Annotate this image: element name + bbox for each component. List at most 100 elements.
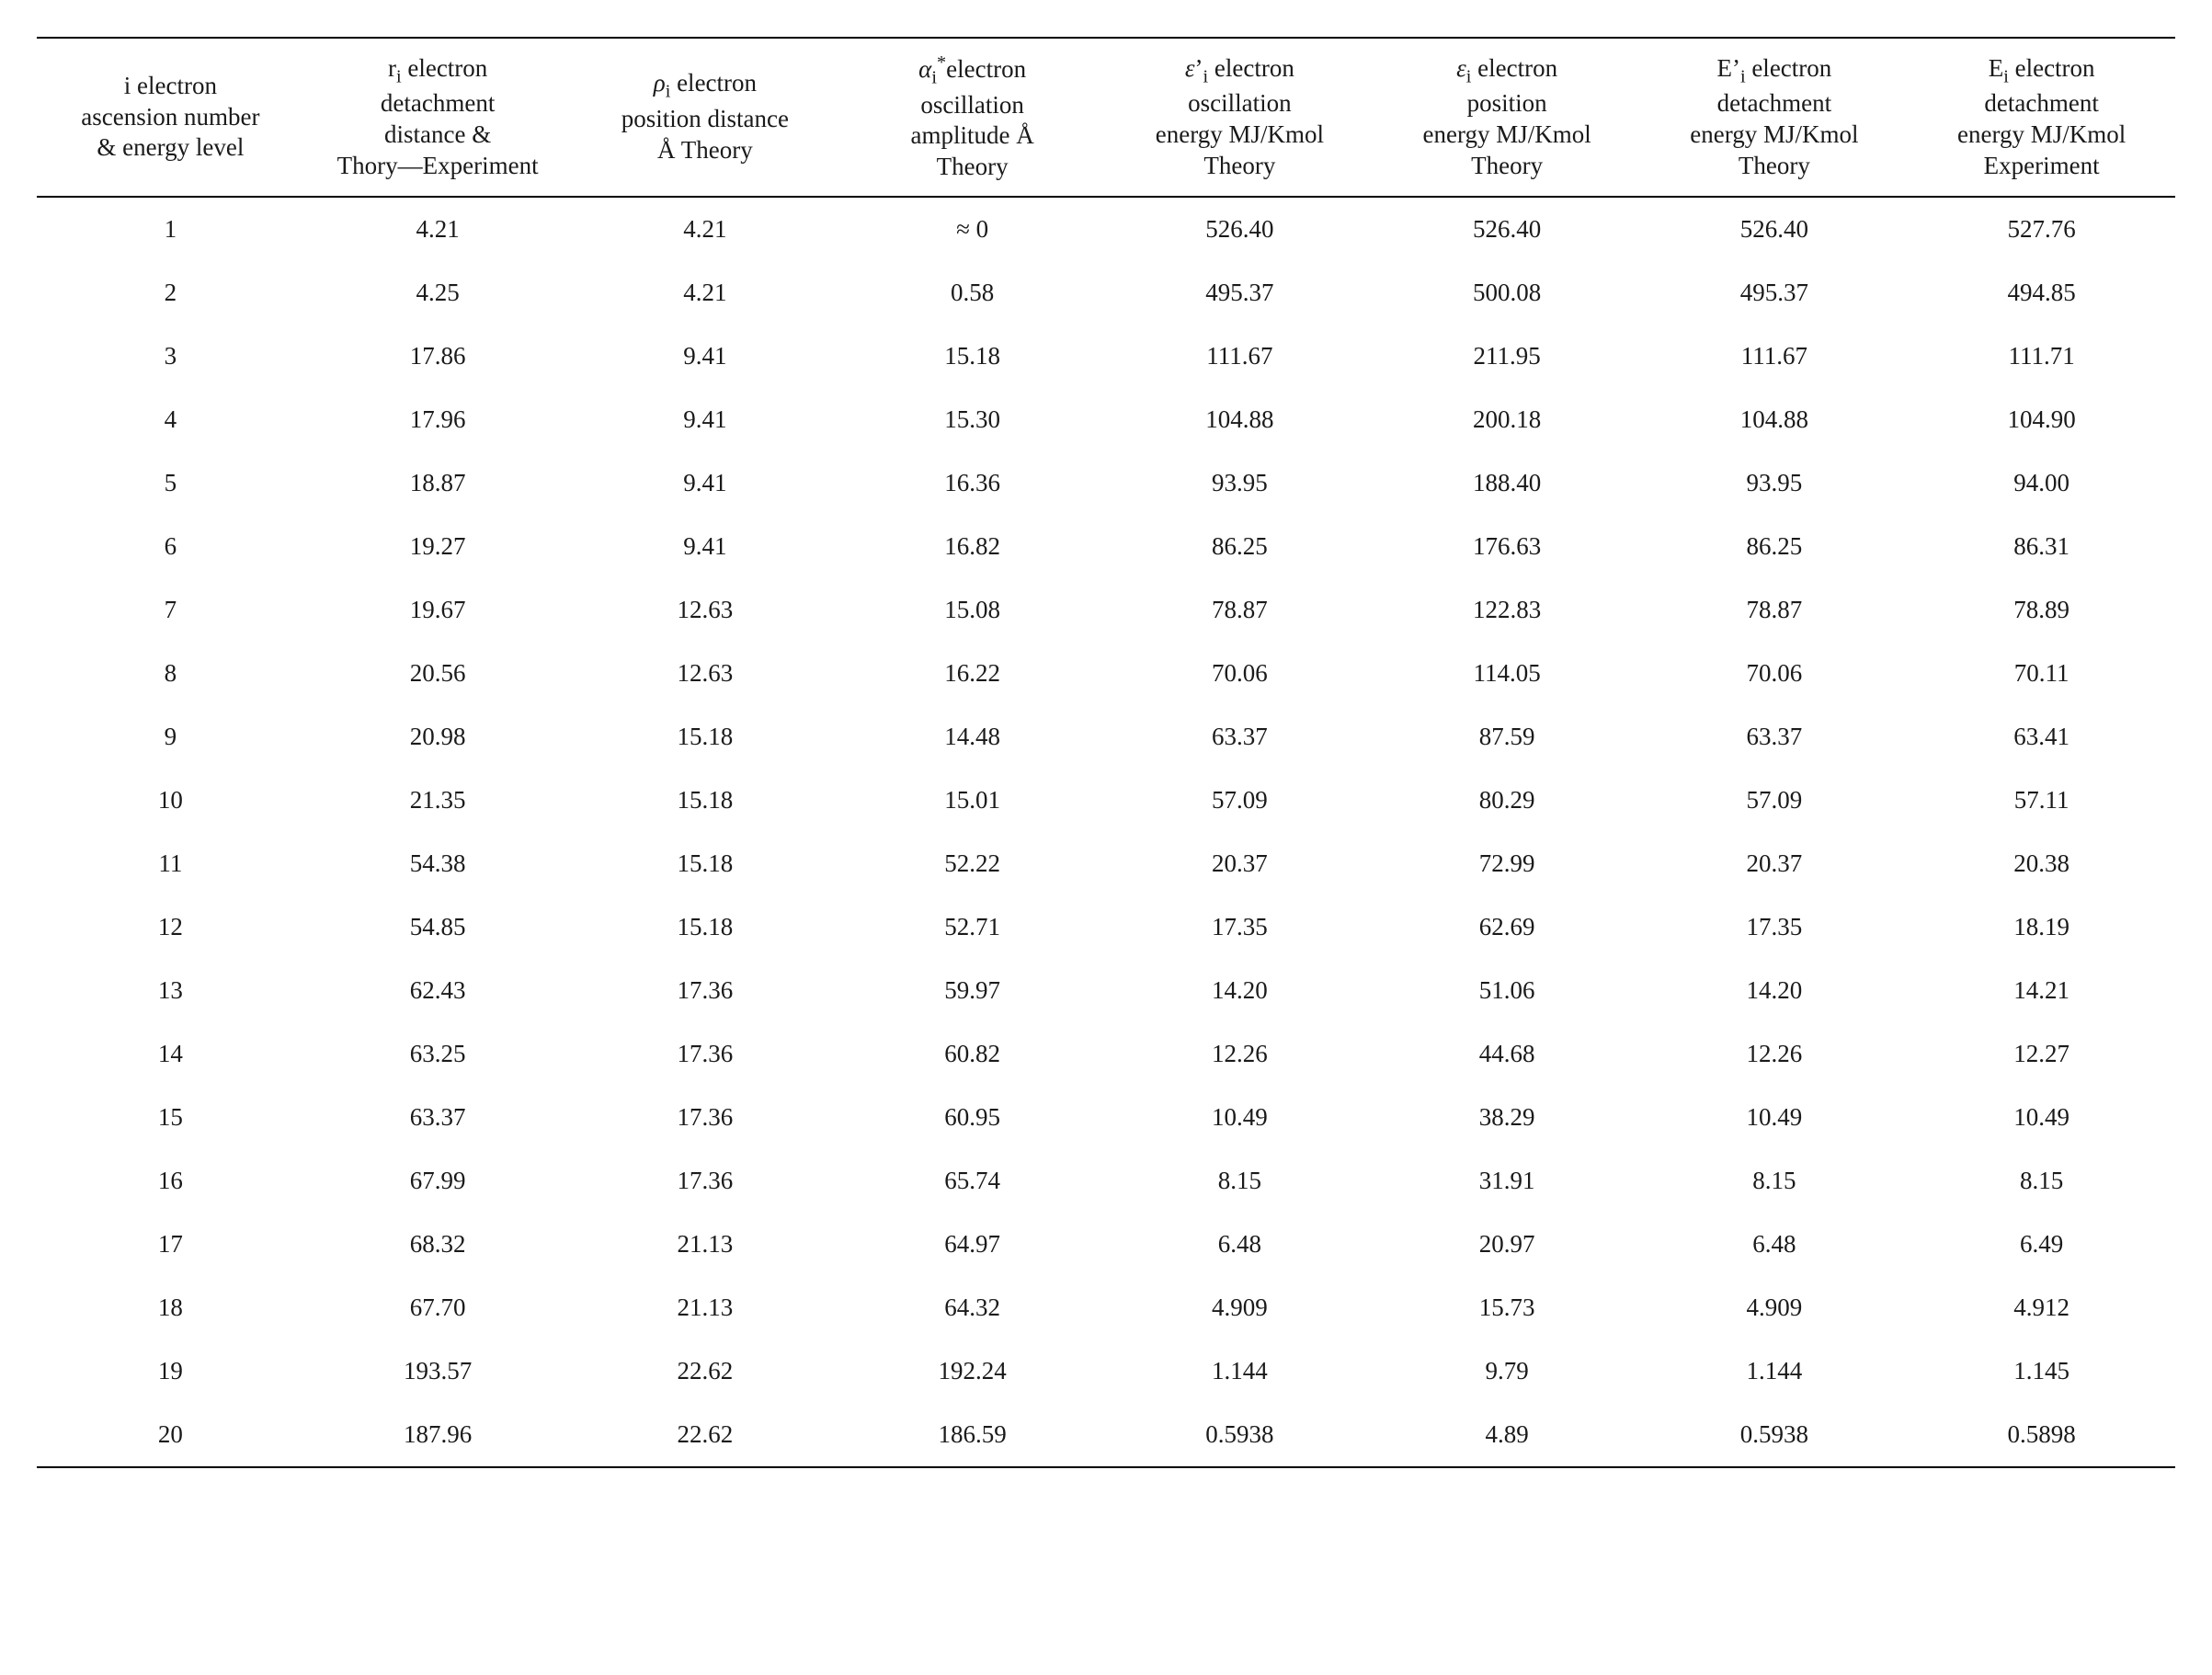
table-cell: 65.74 (838, 1149, 1106, 1213)
table-cell: 22.62 (572, 1339, 839, 1403)
table-row: 1021.3515.1815.0157.0980.2957.0957.11 (37, 769, 2175, 832)
table-row: 1463.2517.3660.8212.2644.6812.2612.27 (37, 1022, 2175, 1086)
table-cell: 4.909 (1641, 1276, 1909, 1339)
table-cell: 15.73 (1374, 1276, 1641, 1339)
table-cell: 64.97 (838, 1213, 1106, 1276)
table-cell: 111.71 (1908, 325, 2175, 388)
table-cell: 20.37 (1106, 832, 1374, 895)
table-cell: 17.36 (572, 1086, 839, 1149)
table-cell: 10.49 (1641, 1086, 1909, 1149)
table-cell: 62.69 (1374, 895, 1641, 959)
table-cell: 8 (37, 642, 304, 705)
table-cell: 94.00 (1908, 451, 2175, 515)
table-cell: 20.38 (1908, 832, 2175, 895)
table-cell: 15.30 (838, 388, 1106, 451)
table-cell: 14.48 (838, 705, 1106, 769)
table-row: 518.879.4116.3693.95188.4093.9594.00 (37, 451, 2175, 515)
table-cell: 0.5938 (1106, 1403, 1374, 1467)
table-cell: 495.37 (1641, 261, 1909, 325)
table-cell: 16.82 (838, 515, 1106, 578)
table-cell: 20.98 (304, 705, 572, 769)
table-cell: 494.85 (1908, 261, 2175, 325)
table-row: 719.6712.6315.0878.87122.8378.8778.89 (37, 578, 2175, 642)
table-cell: 15.18 (572, 895, 839, 959)
table-cell: 31.91 (1374, 1149, 1641, 1213)
table-cell: 8.15 (1641, 1149, 1909, 1213)
table-row: 1667.9917.3665.748.1531.918.158.15 (37, 1149, 2175, 1213)
table-cell: 211.95 (1374, 325, 1641, 388)
table-cell: 54.85 (304, 895, 572, 959)
table-cell: 2 (37, 261, 304, 325)
table-cell: 86.25 (1641, 515, 1909, 578)
table-cell: 86.25 (1106, 515, 1374, 578)
table-cell: 8.15 (1908, 1149, 2175, 1213)
table-cell: 16.22 (838, 642, 1106, 705)
table-cell: 17.35 (1106, 895, 1374, 959)
table-cell: 21.35 (304, 769, 572, 832)
table-cell: 3 (37, 325, 304, 388)
table-cell: 93.95 (1106, 451, 1374, 515)
table-cell: 15.08 (838, 578, 1106, 642)
table-cell: 54.38 (304, 832, 572, 895)
table-cell: 0.5898 (1908, 1403, 2175, 1467)
table-cell: 6 (37, 515, 304, 578)
table-cell: 93.95 (1641, 451, 1909, 515)
table-cell: 6.48 (1106, 1213, 1374, 1276)
table-cell: 15.18 (572, 769, 839, 832)
table-cell: 1.145 (1908, 1339, 2175, 1403)
table-cell: 0.58 (838, 261, 1106, 325)
table-cell: 17.96 (304, 388, 572, 451)
table-cell: 67.70 (304, 1276, 572, 1339)
table-cell: 17.86 (304, 325, 572, 388)
table-cell: 57.09 (1641, 769, 1909, 832)
table-cell: 6.49 (1908, 1213, 2175, 1276)
table-row: 20187.9622.62186.590.59384.890.59380.589… (37, 1403, 2175, 1467)
table-cell: 57.11 (1908, 769, 2175, 832)
table-cell: 104.88 (1106, 388, 1374, 451)
table-cell: 111.67 (1641, 325, 1909, 388)
table-cell: 4.21 (572, 261, 839, 325)
table-cell: 14.21 (1908, 959, 2175, 1022)
table-cell: 4.25 (304, 261, 572, 325)
table-cell: 526.40 (1106, 197, 1374, 261)
table-cell: 60.95 (838, 1086, 1106, 1149)
table-cell: 14 (37, 1022, 304, 1086)
table-cell: 9.41 (572, 325, 839, 388)
table-cell: 14.20 (1641, 959, 1909, 1022)
table-cell: 17.35 (1641, 895, 1909, 959)
table-cell: 15.01 (838, 769, 1106, 832)
table-cell: 16 (37, 1149, 304, 1213)
table-cell: 10.49 (1908, 1086, 2175, 1149)
col-header-5: εi electronpositionenergy MJ/KmolTheory (1374, 38, 1641, 197)
table-cell: 44.68 (1374, 1022, 1641, 1086)
table-cell: 17.36 (572, 959, 839, 1022)
table-row: 1867.7021.1364.324.90915.734.9094.912 (37, 1276, 2175, 1339)
table-cell: 63.41 (1908, 705, 2175, 769)
table-cell: 114.05 (1374, 642, 1641, 705)
col-header-4: ε’i electronoscillationenergy MJ/KmolThe… (1106, 38, 1374, 197)
table-cell: 527.76 (1908, 197, 2175, 261)
table-cell: 12.27 (1908, 1022, 2175, 1086)
table-cell: 21.13 (572, 1276, 839, 1339)
table-cell: 21.13 (572, 1213, 839, 1276)
table-cell: 188.40 (1374, 451, 1641, 515)
table-cell: 4.912 (1908, 1276, 2175, 1339)
table-cell: 13 (37, 959, 304, 1022)
table-cell: 122.83 (1374, 578, 1641, 642)
table-row: 1154.3815.1852.2220.3772.9920.3720.38 (37, 832, 2175, 895)
table-cell: 1.144 (1106, 1339, 1374, 1403)
table-cell: 78.87 (1106, 578, 1374, 642)
table-cell: 15.18 (572, 705, 839, 769)
table-cell: 52.71 (838, 895, 1106, 959)
col-header-6: E’i electrondetachmentenergy MJ/KmolTheo… (1641, 38, 1909, 197)
table-cell: 62.43 (304, 959, 572, 1022)
table-cell: 1 (37, 197, 304, 261)
table-cell: 19 (37, 1339, 304, 1403)
table-cell: 12.26 (1106, 1022, 1374, 1086)
table-cell: 12.63 (572, 578, 839, 642)
table-cell: 38.29 (1374, 1086, 1641, 1149)
table-cell: 12.26 (1641, 1022, 1909, 1086)
table-cell: 59.97 (838, 959, 1106, 1022)
table-cell: 9.79 (1374, 1339, 1641, 1403)
table-cell: 9.41 (572, 451, 839, 515)
